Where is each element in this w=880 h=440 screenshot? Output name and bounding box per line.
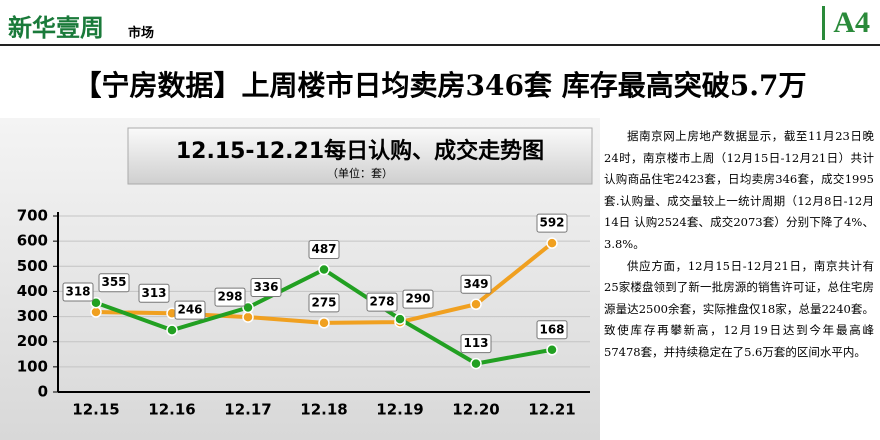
y-tick-label: 700 xyxy=(17,207,48,225)
data-label: 298 xyxy=(217,290,242,304)
label-box xyxy=(536,213,568,233)
data-label: 113 xyxy=(463,336,488,350)
label-box xyxy=(214,287,246,307)
data-label: 313 xyxy=(141,286,166,300)
label-box xyxy=(98,273,130,293)
y-tick-label: 600 xyxy=(17,232,48,250)
headline: 【宁房数据】上周楼市日均卖房346套 库存最高突破5.7万 xyxy=(73,69,807,102)
y-tick-label: 400 xyxy=(17,282,48,300)
page-number: A4 xyxy=(822,6,870,40)
x-tick-label: 12.18 xyxy=(300,401,347,419)
point xyxy=(546,344,558,356)
point xyxy=(470,357,482,370)
label-box xyxy=(62,282,94,302)
data-label: 487 xyxy=(311,242,336,256)
paragraph: 供应方面，12月15日-12月21日，南京共计有25家楼盘领到了新一批房源的销售… xyxy=(604,258,874,359)
y-tick-label: 0 xyxy=(38,383,48,401)
point xyxy=(546,237,558,249)
label-box xyxy=(460,334,492,354)
point xyxy=(318,263,330,276)
paragraph: 据南京网上房地产数据显示，截至11月23日晚24时，南京楼市上周（12月15日-… xyxy=(604,129,874,251)
logo: 新华壹周 xyxy=(8,14,104,42)
y-tick-label: 300 xyxy=(17,307,48,325)
point xyxy=(394,313,406,325)
y-tick-label: 100 xyxy=(17,357,48,375)
y-tick-label: 200 xyxy=(17,332,48,350)
x-tick-label: 12.15 xyxy=(72,401,119,419)
chart: 12.15-12.21每日认购、成交走势图 （单位：套） 0 100 200 300 4… xyxy=(0,118,600,440)
label-box xyxy=(536,320,568,340)
point xyxy=(318,317,330,329)
chart-subtitle: （单位：套） xyxy=(327,166,393,180)
data-label: 592 xyxy=(539,216,564,230)
x-tick-label: 12.17 xyxy=(224,401,271,419)
data-label: 275 xyxy=(311,295,336,309)
point xyxy=(242,301,254,314)
data-label: 336 xyxy=(253,280,278,294)
label-box xyxy=(402,289,434,309)
data-label: 318 xyxy=(65,285,90,299)
x-tick-label: 12.16 xyxy=(148,401,195,419)
data-label: 349 xyxy=(463,277,488,291)
label-box xyxy=(250,278,282,298)
x-tick-label: 12.20 xyxy=(452,401,499,419)
point xyxy=(90,306,102,318)
point xyxy=(90,296,102,309)
point xyxy=(242,311,254,323)
x-tick-label: 12.19 xyxy=(376,401,423,419)
label-box xyxy=(366,292,398,312)
article: 据南京网上房地产数据显示，截至11月23日晚24时，南京楼市上周（12月15日-… xyxy=(604,126,874,364)
y-tick-label: 500 xyxy=(17,257,48,275)
point xyxy=(470,298,482,311)
title-box xyxy=(127,127,593,185)
section: 市场 xyxy=(128,26,155,41)
data-label: 168 xyxy=(539,322,564,336)
data-label: 290 xyxy=(405,292,430,306)
label-box xyxy=(308,240,340,260)
label-box xyxy=(308,293,340,313)
data-label: 278 xyxy=(369,295,394,309)
header-rule xyxy=(0,44,880,46)
data-label: 355 xyxy=(101,275,126,289)
label-box xyxy=(174,300,206,320)
point xyxy=(166,324,178,336)
label-box xyxy=(460,274,492,294)
label-box xyxy=(138,283,170,303)
x-tick-label: 12.21 xyxy=(528,401,575,419)
data-label: 246 xyxy=(177,303,202,317)
chart-title: 12.15-12.21每日认购、成交走势图 xyxy=(176,138,544,164)
